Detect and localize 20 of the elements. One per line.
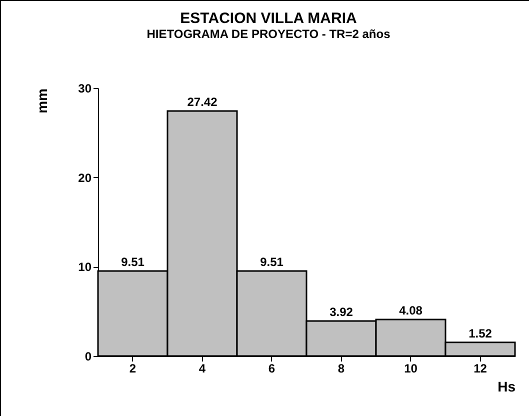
data-label: 9.51 [260, 255, 284, 270]
data-label: 27.42 [187, 95, 218, 110]
x-tick-label: 6 [268, 362, 276, 376]
chart-title: ESTACION VILLA MARIA [180, 10, 357, 27]
data-label: 3.92 [330, 304, 354, 319]
x-tick-label: 2 [129, 362, 136, 376]
data-label: 1.52 [468, 326, 492, 340]
y-tick-label: 0 [84, 350, 92, 364]
y-axis-title: mm [34, 88, 50, 114]
chart-subtitle: HIETOGRAMA DE PROYECTO - TR=2 años [146, 27, 391, 41]
x-tick-label: 10 [404, 362, 418, 376]
y-tick-label: 20 [78, 170, 92, 185]
y-tick-label: 10 [78, 260, 92, 274]
x-tick-label: 8 [338, 362, 345, 376]
data-label: 4.08 [399, 304, 423, 318]
x-axis-title: Hs [498, 378, 516, 394]
y-tick-label: 30 [78, 82, 92, 96]
x-tick-label: 12 [474, 362, 488, 376]
data-label: 9.51 [121, 255, 145, 270]
x-tick-label: 4 [198, 362, 206, 376]
